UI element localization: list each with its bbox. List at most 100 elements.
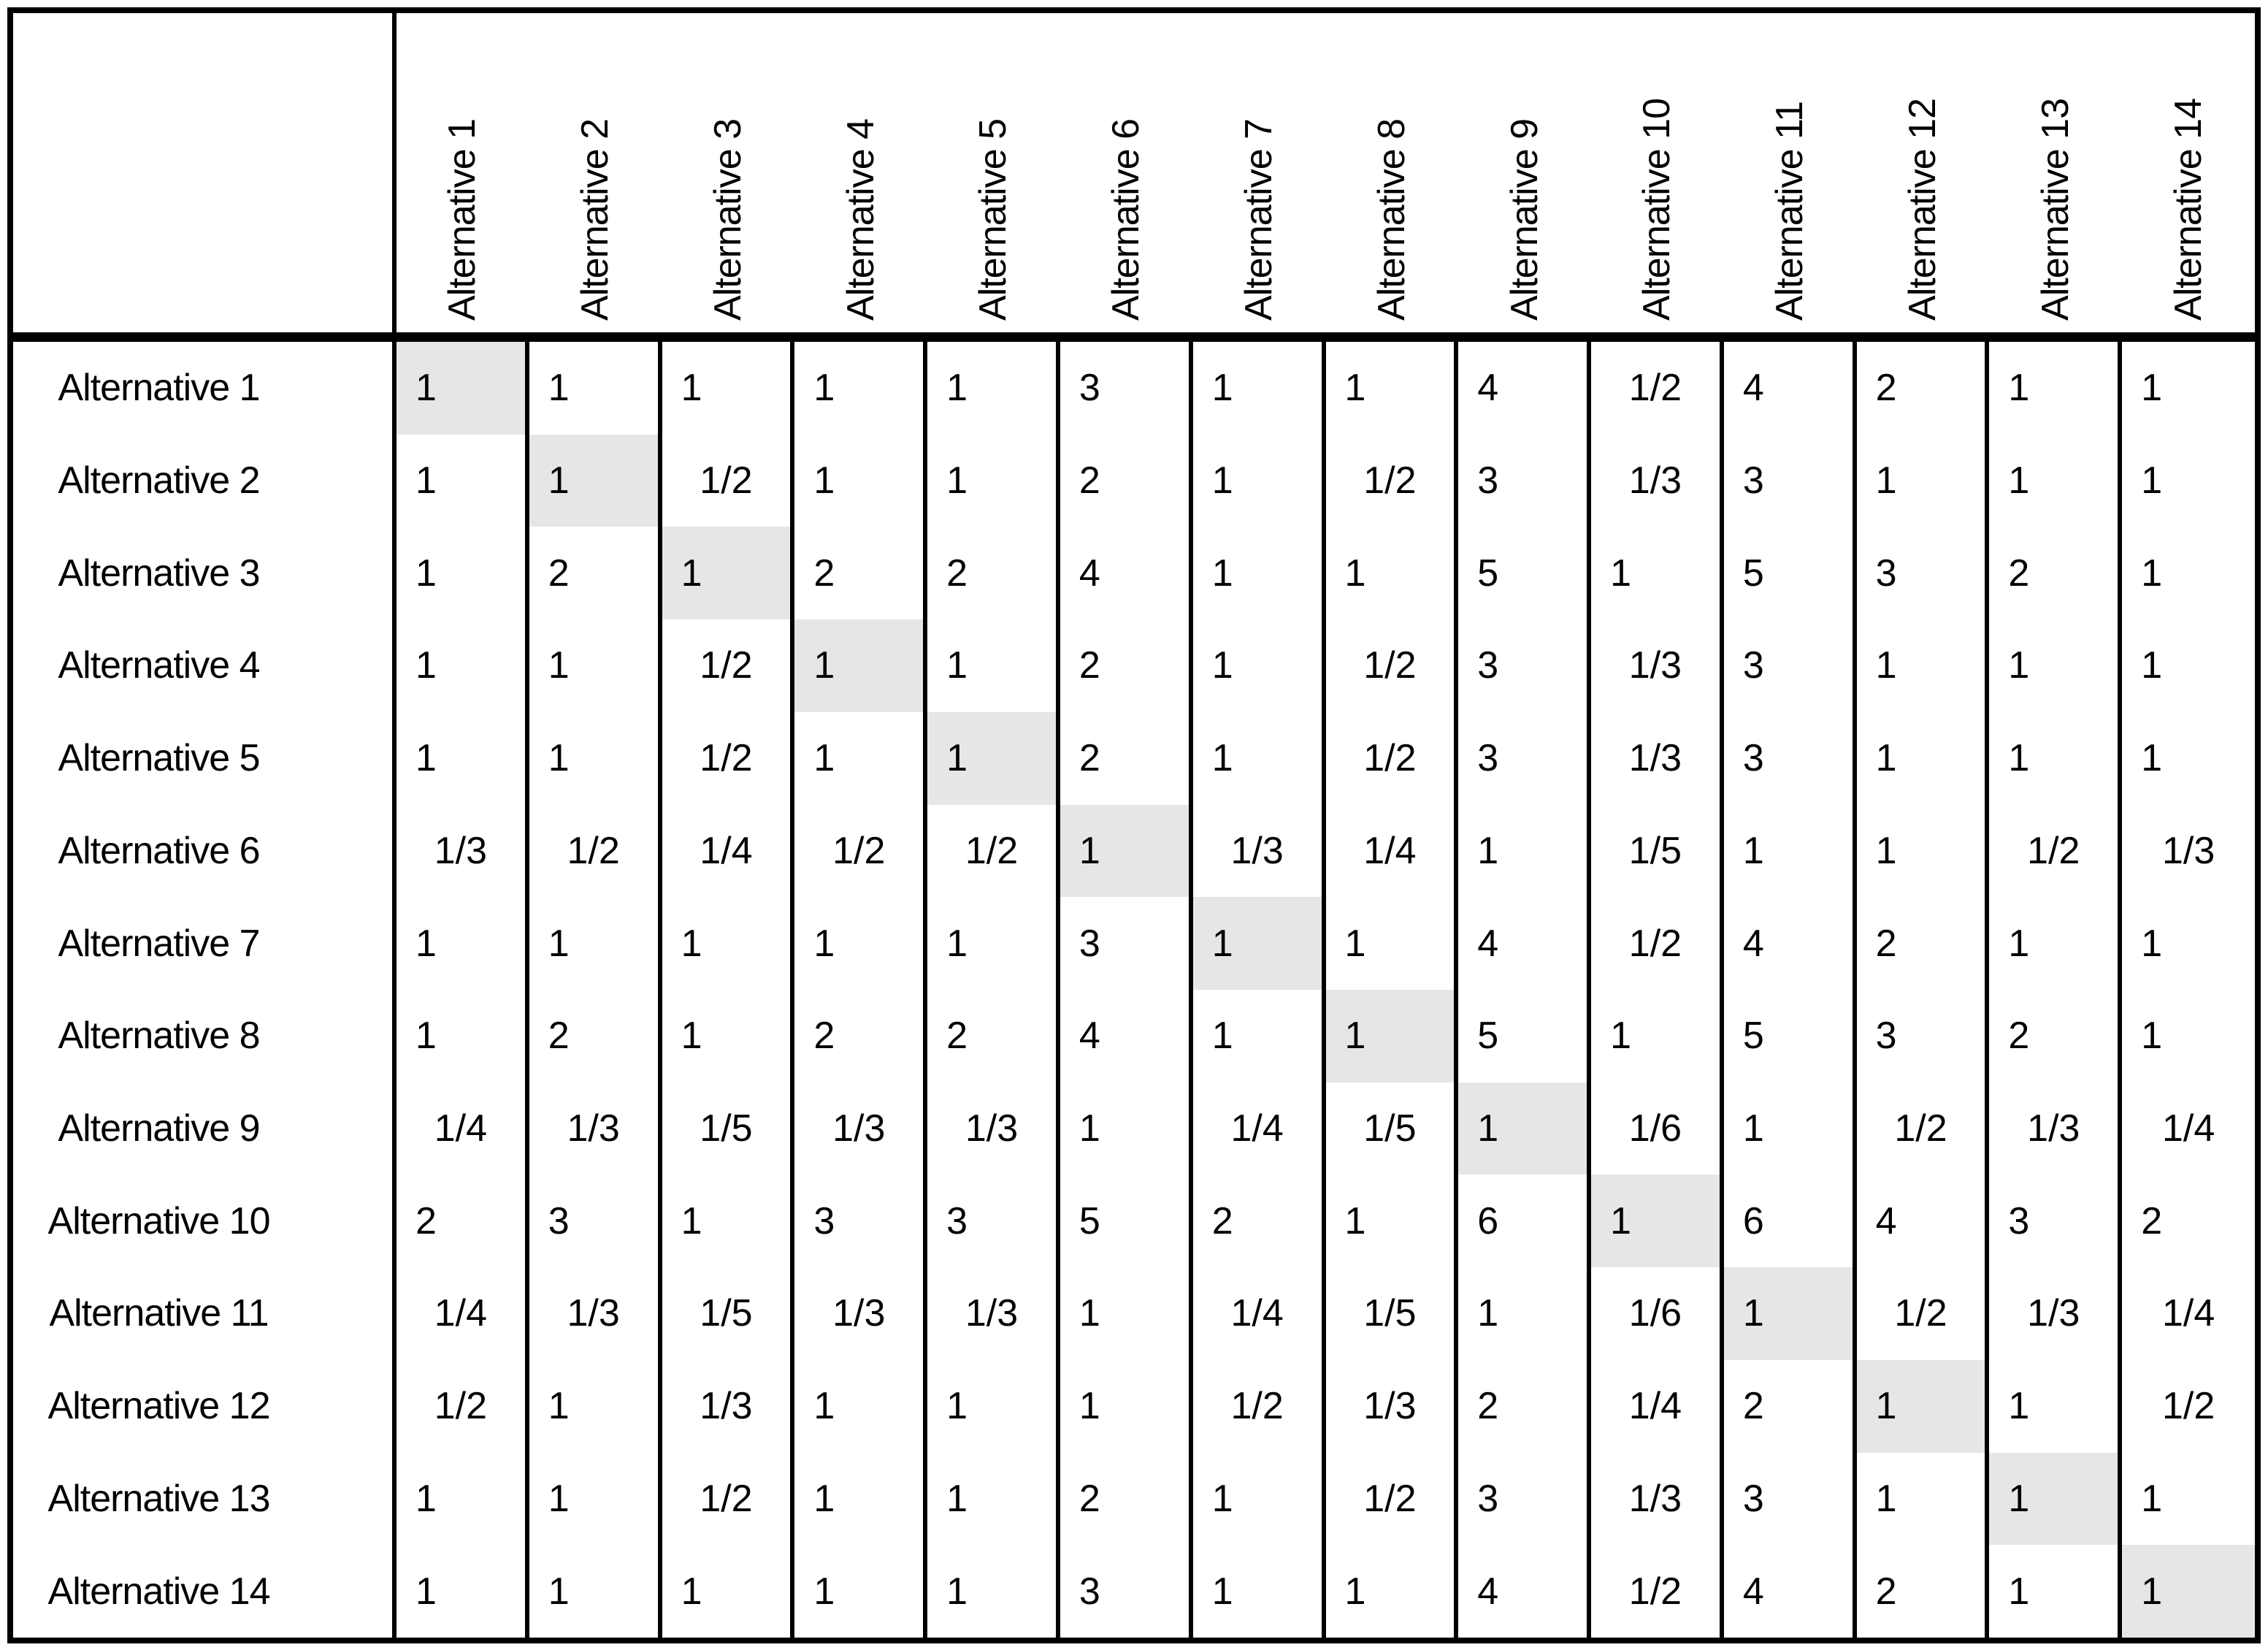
matrix-cell-r8-c6: 4 [1060,990,1193,1082]
corner-cell [13,13,396,342]
matrix-cell-r13-c14: 1 [2122,1452,2255,1546]
matrix-cell-r4-c2: 1 [529,619,662,712]
matrix-cell-r1-c14: 1 [2122,342,2255,435]
matrix-cell-r4-c4: 1 [794,619,928,712]
column-header-label: Alternative 11 [1769,101,1812,321]
row-header-alternative-13: Alternative 13 [13,1452,396,1546]
matrix-cell-r12-c11: 2 [1723,1359,1857,1453]
matrix-cell-r7-c7: 1 [1192,897,1326,990]
matrix-cell-r9-c2: 1/3 [529,1082,662,1175]
matrix-cell-r12-c14: 1/2 [2122,1359,2255,1453]
matrix-cell-r6-c7: 1/3 [1192,804,1326,898]
column-header-alternative-6: Alternative 6 [1060,13,1193,342]
matrix-cell-r12-c3: 1/3 [662,1359,795,1453]
matrix-cell-r2-c9: 3 [1458,434,1592,527]
matrix-cell-r9-c9: 1 [1458,1082,1592,1175]
matrix-cell-r7-c5: 1 [927,897,1060,990]
matrix-cell-r4-c3: 1/2 [662,619,795,712]
column-header-label: Alternative 2 [574,118,617,321]
matrix-cell-r14-c6: 3 [1060,1545,1193,1638]
matrix-cell-r2-c14: 1 [2122,434,2255,527]
matrix-cell-r3-c11: 5 [1723,527,1857,620]
matrix-cell-r2-c3: 1/2 [662,434,795,527]
matrix-cell-r3-c4: 2 [794,527,928,620]
matrix-cell-r3-c6: 4 [1060,527,1193,620]
column-header-alternative-9: Alternative 9 [1458,13,1592,342]
column-header-label: Alternative 9 [1503,118,1546,321]
matrix-cell-r10-c3: 1 [662,1175,795,1268]
matrix-cell-r11-c6: 1 [1060,1267,1193,1360]
matrix-cell-r9-c6: 1 [1060,1082,1193,1175]
matrix-cell-r8-c8: 1 [1325,990,1459,1082]
matrix-cell-r3-c2: 2 [529,527,662,620]
matrix-cell-r13-c7: 1 [1192,1452,1326,1546]
matrix-cell-r3-c10: 1 [1591,527,1724,620]
matrix-cell-r13-c11: 3 [1723,1452,1857,1546]
matrix-cell-r14-c3: 1 [662,1545,795,1638]
column-header-alternative-8: Alternative 8 [1325,13,1459,342]
matrix-cell-r2-c12: 1 [1856,434,1990,527]
matrix-cell-r2-c8: 1/2 [1325,434,1459,527]
matrix-cell-r7-c4: 1 [794,897,928,990]
matrix-cell-r6-c14: 1/3 [2122,804,2255,898]
matrix-cell-r5-c5: 1 [927,711,1060,805]
matrix-cell-r13-c1: 1 [396,1452,529,1546]
matrix-cell-r1-c2: 1 [529,342,662,435]
matrix-cell-r11-c1: 1/4 [396,1267,529,1360]
matrix-cell-r5-c2: 1 [529,711,662,805]
matrix-cell-r12-c1: 1/2 [396,1359,529,1453]
matrix-cell-r5-c10: 1/3 [1591,711,1724,805]
matrix-cell-r7-c10: 1/2 [1591,897,1724,990]
matrix-cell-r12-c7: 1/2 [1192,1359,1326,1453]
matrix-cell-r11-c7: 1/4 [1192,1267,1326,1360]
matrix-cell-r13-c4: 1 [794,1452,928,1546]
matrix-cell-r11-c3: 1/5 [662,1267,795,1360]
column-header-alternative-4: Alternative 4 [794,13,928,342]
matrix-cell-r11-c10: 1/6 [1591,1267,1724,1360]
matrix-cell-r2-c5: 1 [927,434,1060,527]
matrix-cell-r10-c8: 1 [1325,1175,1459,1268]
matrix-cell-r14-c4: 1 [794,1545,928,1638]
matrix-cell-r9-c11: 1 [1723,1082,1857,1175]
matrix-cell-r9-c4: 1/3 [794,1082,928,1175]
matrix-cell-r14-c10: 1/2 [1591,1545,1724,1638]
matrix-cell-r4-c13: 1 [1989,619,2123,712]
row-header-alternative-7: Alternative 7 [13,897,396,990]
column-header-label: Alternative 6 [1105,118,1148,321]
matrix-cell-r2-c6: 2 [1060,434,1193,527]
matrix-cell-r8-c14: 1 [2122,990,2255,1082]
matrix-cell-r2-c2: 1 [529,434,662,527]
matrix-cell-r7-c13: 1 [1989,897,2123,990]
matrix-cell-r9-c1: 1/4 [396,1082,529,1175]
matrix-cell-r5-c1: 1 [396,711,529,805]
matrix-cell-r9-c5: 1/3 [927,1082,1060,1175]
column-header-label: Alternative 1 [441,118,484,321]
row-header-alternative-14: Alternative 14 [13,1545,396,1638]
row-header-alternative-12: Alternative 12 [13,1359,396,1453]
matrix-cell-r13-c2: 1 [529,1452,662,1546]
matrix-cell-r1-c4: 1 [794,342,928,435]
matrix-cell-r1-c11: 4 [1723,342,1857,435]
row-header-alternative-6: Alternative 6 [13,804,396,898]
matrix-cell-r4-c6: 2 [1060,619,1193,712]
matrix-cell-r2-c11: 3 [1723,434,1857,527]
matrix-cell-r13-c12: 1 [1856,1452,1990,1546]
matrix-cell-r11-c2: 1/3 [529,1267,662,1360]
matrix-cell-r5-c8: 1/2 [1325,711,1459,805]
matrix-cell-r1-c3: 1 [662,342,795,435]
matrix-cell-r7-c3: 1 [662,897,795,990]
matrix-cell-r6-c10: 1/5 [1591,804,1724,898]
matrix-cell-r8-c10: 1 [1591,990,1724,1082]
matrix-cell-r6-c5: 1/2 [927,804,1060,898]
matrix-cell-r3-c3: 1 [662,527,795,620]
matrix-cell-r7-c9: 4 [1458,897,1592,990]
matrix-cell-r4-c10: 1/3 [1591,619,1724,712]
matrix-cell-r14-c13: 1 [1989,1545,2123,1638]
matrix-cell-r4-c12: 1 [1856,619,1990,712]
matrix-cell-r2-c1: 1 [396,434,529,527]
matrix-cell-r11-c11: 1 [1723,1267,1857,1360]
row-header-alternative-3: Alternative 3 [13,527,396,620]
matrix-cell-r14-c5: 1 [927,1545,1060,1638]
matrix-cell-r6-c3: 1/4 [662,804,795,898]
matrix-cell-r10-c4: 3 [794,1175,928,1268]
